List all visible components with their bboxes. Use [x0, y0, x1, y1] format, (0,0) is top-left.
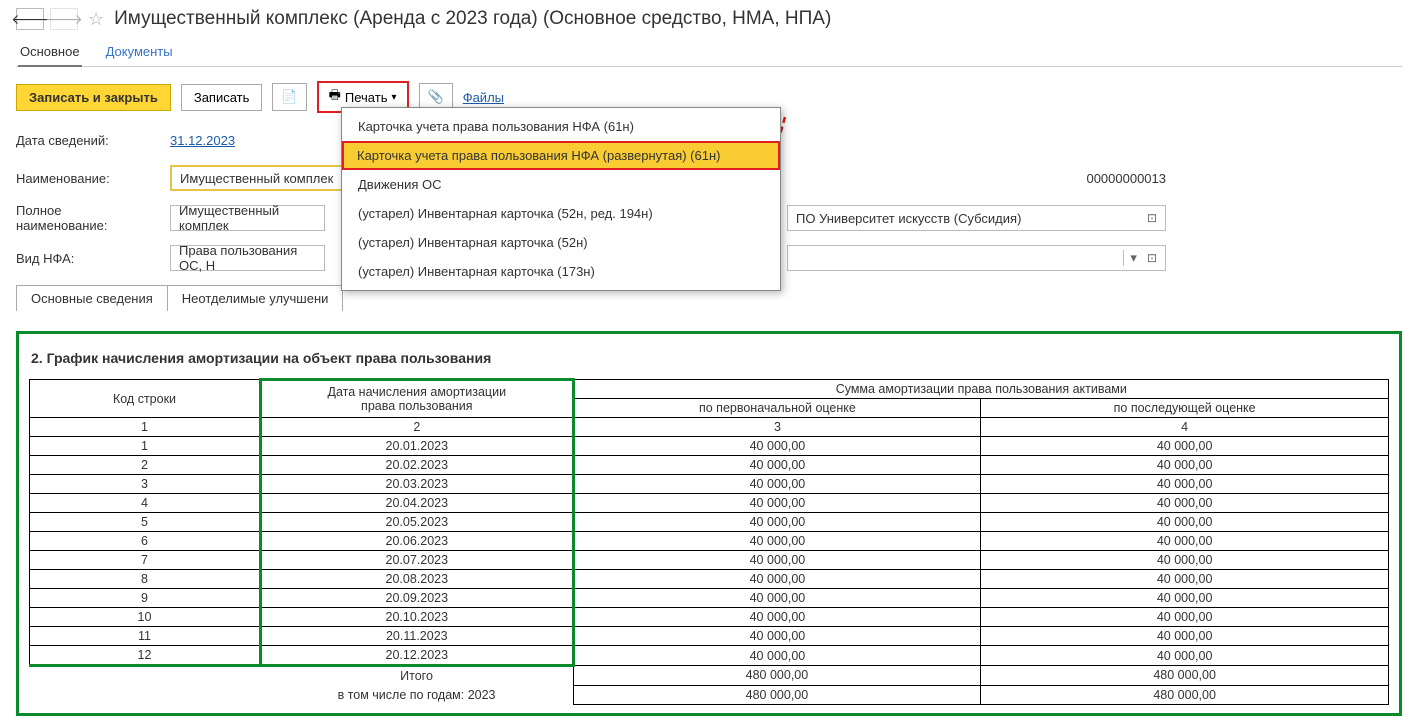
- fullname-label: Полное наименование:: [16, 203, 156, 233]
- table-row: 420.04.202340 000,0040 000,00: [30, 494, 1389, 513]
- table-row: 220.02.202340 000,0040 000,00: [30, 456, 1389, 475]
- th-sum: Сумма амортизации права пользования акти…: [573, 380, 1388, 399]
- table-row: 320.03.202340 000,0040 000,00: [30, 475, 1389, 494]
- report-button[interactable]: 📄: [272, 83, 306, 111]
- report-title: 2. График начисления амортизации на объе…: [31, 350, 1387, 366]
- table-row: 520.05.202340 000,0040 000,00: [30, 513, 1389, 532]
- name-label: Наименование:: [16, 171, 156, 186]
- files-link[interactable]: Файлы: [463, 90, 504, 105]
- print-menu-item[interactable]: (устарел) Инвентарная карточка (173н): [342, 257, 780, 286]
- byyears-v1: 480 000,00: [573, 685, 981, 704]
- nfa-input[interactable]: Права пользования ОС, Н: [170, 245, 325, 271]
- total-label: Итого: [261, 666, 574, 686]
- table-row: 620.06.202340 000,0040 000,00: [30, 532, 1389, 551]
- table-row: 1120.11.202340 000,0040 000,00: [30, 627, 1389, 646]
- table-row: 920.09.202340 000,0040 000,00: [30, 589, 1389, 608]
- table-row: 820.08.202340 000,0040 000,00: [30, 570, 1389, 589]
- date-label: Дата сведений:: [16, 133, 156, 148]
- top-tabs: Основное Документы: [16, 40, 1402, 67]
- th-date: Дата начисления амортизации права пользо…: [261, 380, 574, 418]
- print-menu-item[interactable]: Карточка учета права пользования НФА (61…: [342, 112, 780, 141]
- subtab-improvements[interactable]: Неотделимые улучшени: [167, 285, 344, 311]
- toolbar: Записать и закрыть Записать 📄 🖶 Печать ▾…: [16, 81, 1402, 113]
- th-rowcode: Код строки: [30, 380, 261, 418]
- expand-icon[interactable]: ⊡: [1147, 211, 1157, 225]
- chevron-down-icon: ▾: [391, 92, 396, 103]
- back-button[interactable]: 🡐: [16, 8, 44, 30]
- amortization-table: Код строки Дата начисления амортизации п…: [29, 378, 1389, 705]
- expand-icon[interactable]: ⊡: [1147, 251, 1157, 265]
- tab-documents[interactable]: Документы: [104, 40, 175, 66]
- print-menu-item[interactable]: (устарел) Инвентарная карточка (52н, ред…: [342, 199, 780, 228]
- print-menu-item-expanded[interactable]: Карточка учета права пользования НФА (ра…: [342, 141, 780, 170]
- total-v2: 480 000,00: [981, 666, 1389, 686]
- dropdown-btn[interactable]: ▾: [1123, 250, 1143, 266]
- total-v1: 480 000,00: [573, 666, 981, 686]
- th-initial: по первоначальной оценке: [573, 399, 981, 418]
- print-menu-item[interactable]: (устарел) Инвентарная карточка (52н): [342, 228, 780, 257]
- print-icon: 🖶: [329, 86, 341, 108]
- fullname-input[interactable]: Имущественный комплек: [170, 205, 325, 231]
- th-followup: по последующей оценке: [981, 399, 1389, 418]
- print-dropdown: Карточка учета права пользования НФА (61…: [341, 107, 781, 291]
- print-menu-item[interactable]: Движения ОС: [342, 170, 780, 199]
- save-button[interactable]: Записать: [181, 84, 263, 111]
- report-box: 2. График начисления амортизации на объе…: [16, 331, 1402, 716]
- table-row: 120.01.202340 000,0040 000,00: [30, 437, 1389, 456]
- subtab-main[interactable]: Основные сведения: [16, 285, 168, 311]
- save-close-button[interactable]: Записать и закрыть: [16, 84, 171, 111]
- tab-main[interactable]: Основное: [18, 40, 82, 67]
- byyears-v2: 480 000,00: [981, 685, 1389, 704]
- table-row: 1220.12.202340 000,0040 000,00: [30, 646, 1389, 666]
- favorite-icon[interactable]: ☆: [88, 9, 104, 30]
- nfa-label: Вид НФА:: [16, 251, 156, 266]
- org-input[interactable]: ПО Университет искусств (Субсидия) ⊡: [787, 205, 1166, 231]
- table-row: 720.07.202340 000,0040 000,00: [30, 551, 1389, 570]
- forward-button[interactable]: 🡒: [50, 8, 78, 30]
- table-row: 1020.10.202340 000,0040 000,00: [30, 608, 1389, 627]
- extra-input[interactable]: ▾ ⊡: [787, 245, 1166, 271]
- code-input: 00000000013: [1086, 171, 1166, 186]
- page-title: Имущественный комплекс (Аренда с 2023 го…: [114, 8, 831, 30]
- byyears-label: в том числе по годам: 2023: [261, 685, 574, 704]
